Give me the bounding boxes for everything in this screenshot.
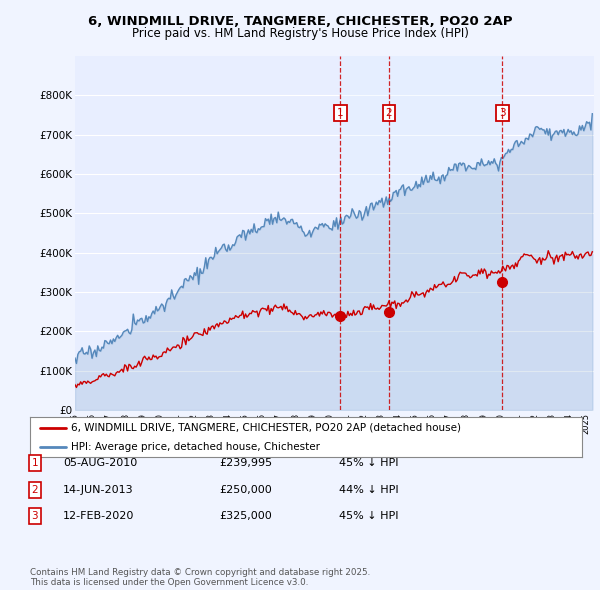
Text: £325,000: £325,000 — [219, 512, 272, 521]
Text: Price paid vs. HM Land Registry's House Price Index (HPI): Price paid vs. HM Land Registry's House … — [131, 27, 469, 40]
Text: 2: 2 — [31, 485, 38, 494]
Text: 1: 1 — [31, 458, 38, 468]
Text: 14-JUN-2013: 14-JUN-2013 — [63, 485, 134, 494]
Text: 6, WINDMILL DRIVE, TANGMERE, CHICHESTER, PO20 2AP: 6, WINDMILL DRIVE, TANGMERE, CHICHESTER,… — [88, 15, 512, 28]
Text: 45% ↓ HPI: 45% ↓ HPI — [339, 512, 398, 521]
Text: 44% ↓ HPI: 44% ↓ HPI — [339, 485, 398, 494]
Text: 3: 3 — [499, 108, 506, 117]
Bar — [340, 56, 502, 410]
Text: HPI: Average price, detached house, Chichester: HPI: Average price, detached house, Chic… — [71, 442, 320, 452]
Text: Contains HM Land Registry data © Crown copyright and database right 2025.
This d: Contains HM Land Registry data © Crown c… — [30, 568, 370, 587]
Text: £250,000: £250,000 — [219, 485, 272, 494]
Text: 05-AUG-2010: 05-AUG-2010 — [63, 458, 137, 468]
Text: £239,995: £239,995 — [219, 458, 272, 468]
Text: 1: 1 — [337, 108, 344, 117]
Text: 45% ↓ HPI: 45% ↓ HPI — [339, 458, 398, 468]
Text: 3: 3 — [31, 512, 38, 521]
Text: 12-FEB-2020: 12-FEB-2020 — [63, 512, 134, 521]
Text: 6, WINDMILL DRIVE, TANGMERE, CHICHESTER, PO20 2AP (detached house): 6, WINDMILL DRIVE, TANGMERE, CHICHESTER,… — [71, 423, 461, 433]
Text: 2: 2 — [386, 108, 392, 117]
